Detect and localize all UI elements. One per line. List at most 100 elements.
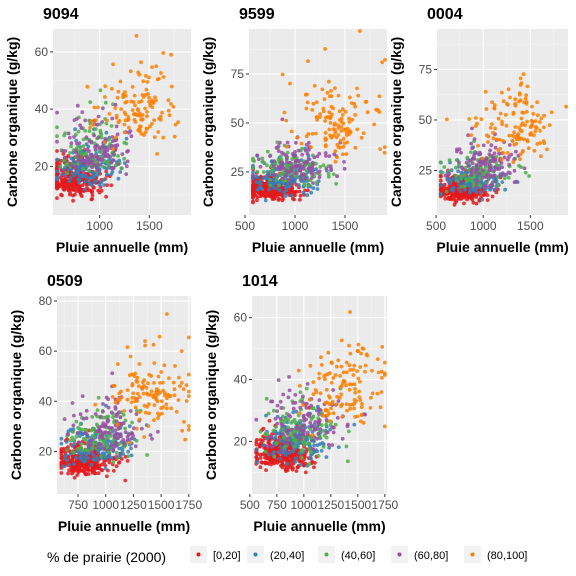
data-point	[298, 193, 303, 198]
data-point	[359, 412, 364, 417]
data-point	[161, 135, 166, 140]
data-point	[493, 145, 498, 150]
data-point	[258, 444, 262, 449]
data-point	[466, 133, 470, 138]
data-point	[97, 441, 102, 446]
data-point	[336, 445, 341, 449]
data-point	[94, 429, 99, 434]
data-point	[64, 448, 69, 452]
data-point	[105, 152, 110, 157]
data-point	[347, 343, 351, 348]
data-point	[357, 395, 362, 400]
data-point	[131, 100, 136, 104]
data-point	[112, 152, 116, 157]
data-point	[92, 162, 96, 167]
data-point	[339, 392, 344, 397]
data-point	[519, 81, 524, 86]
data-point	[282, 110, 287, 115]
data-point	[59, 192, 63, 197]
data-point	[77, 461, 82, 466]
data-point	[254, 451, 259, 455]
data-point	[513, 125, 518, 129]
data-point	[61, 447, 66, 451]
data-point	[319, 355, 323, 360]
data-point	[70, 450, 75, 454]
data-point	[370, 368, 374, 373]
data-point	[301, 394, 305, 399]
data-point	[298, 390, 303, 395]
data-point	[314, 131, 318, 136]
data-point	[137, 100, 141, 105]
data-point	[342, 160, 346, 164]
data-point	[443, 173, 448, 178]
data-point	[145, 114, 149, 119]
data-point	[358, 29, 362, 33]
data-point	[268, 154, 272, 159]
y-axis-title: Carbone organique (g/kg)	[388, 37, 404, 207]
data-point	[353, 390, 358, 395]
data-point	[104, 474, 109, 479]
data-point	[302, 418, 306, 423]
data-point	[271, 428, 276, 433]
data-point	[145, 110, 150, 114]
data-point	[524, 93, 528, 98]
data-point	[306, 188, 310, 193]
data-point	[287, 388, 292, 393]
data-point	[323, 151, 328, 155]
data-point	[150, 436, 154, 441]
data-point	[512, 135, 517, 139]
data-point	[75, 431, 80, 435]
data-point	[320, 87, 325, 92]
data-point	[315, 118, 319, 122]
data-point	[106, 405, 111, 410]
data-point	[312, 443, 316, 448]
data-point	[146, 392, 150, 397]
data-point	[297, 411, 302, 416]
data-point	[80, 110, 85, 115]
data-point	[463, 187, 467, 192]
data-point	[530, 104, 534, 109]
data-point	[264, 468, 268, 472]
data-point	[333, 159, 338, 164]
data-point	[361, 421, 366, 425]
data-point	[277, 183, 281, 188]
data-point	[126, 115, 131, 119]
data-point	[289, 167, 294, 172]
data-point	[490, 100, 494, 105]
data-point	[462, 184, 467, 189]
data-point	[114, 414, 119, 418]
data-point	[462, 173, 467, 177]
data-point	[146, 424, 151, 428]
data-point	[84, 408, 89, 413]
data-point	[173, 122, 178, 127]
data-point	[67, 468, 71, 473]
data-point	[55, 169, 59, 174]
data-point	[80, 183, 85, 188]
data-point	[459, 195, 464, 199]
data-point	[339, 404, 343, 409]
y-tick-label: 25	[231, 165, 245, 179]
data-point	[340, 152, 345, 157]
data-point	[500, 119, 504, 124]
data-point	[124, 164, 129, 169]
data-point	[92, 133, 96, 138]
data-point	[110, 395, 115, 399]
data-point	[66, 131, 71, 136]
data-point	[161, 405, 166, 409]
data-point	[349, 101, 354, 105]
series-60-80	[254, 375, 367, 453]
data-point	[289, 462, 294, 467]
data-point	[78, 434, 82, 438]
data-point	[278, 399, 283, 404]
data-point	[383, 57, 387, 62]
data-point	[255, 187, 260, 192]
x-tick-label: 500	[235, 219, 255, 233]
data-point	[356, 349, 361, 354]
data-point	[535, 113, 540, 118]
data-point	[132, 93, 137, 98]
data-point	[327, 127, 332, 132]
data-point	[376, 370, 381, 375]
data-point	[479, 117, 484, 122]
data-point	[116, 154, 120, 158]
data-point	[372, 122, 376, 127]
